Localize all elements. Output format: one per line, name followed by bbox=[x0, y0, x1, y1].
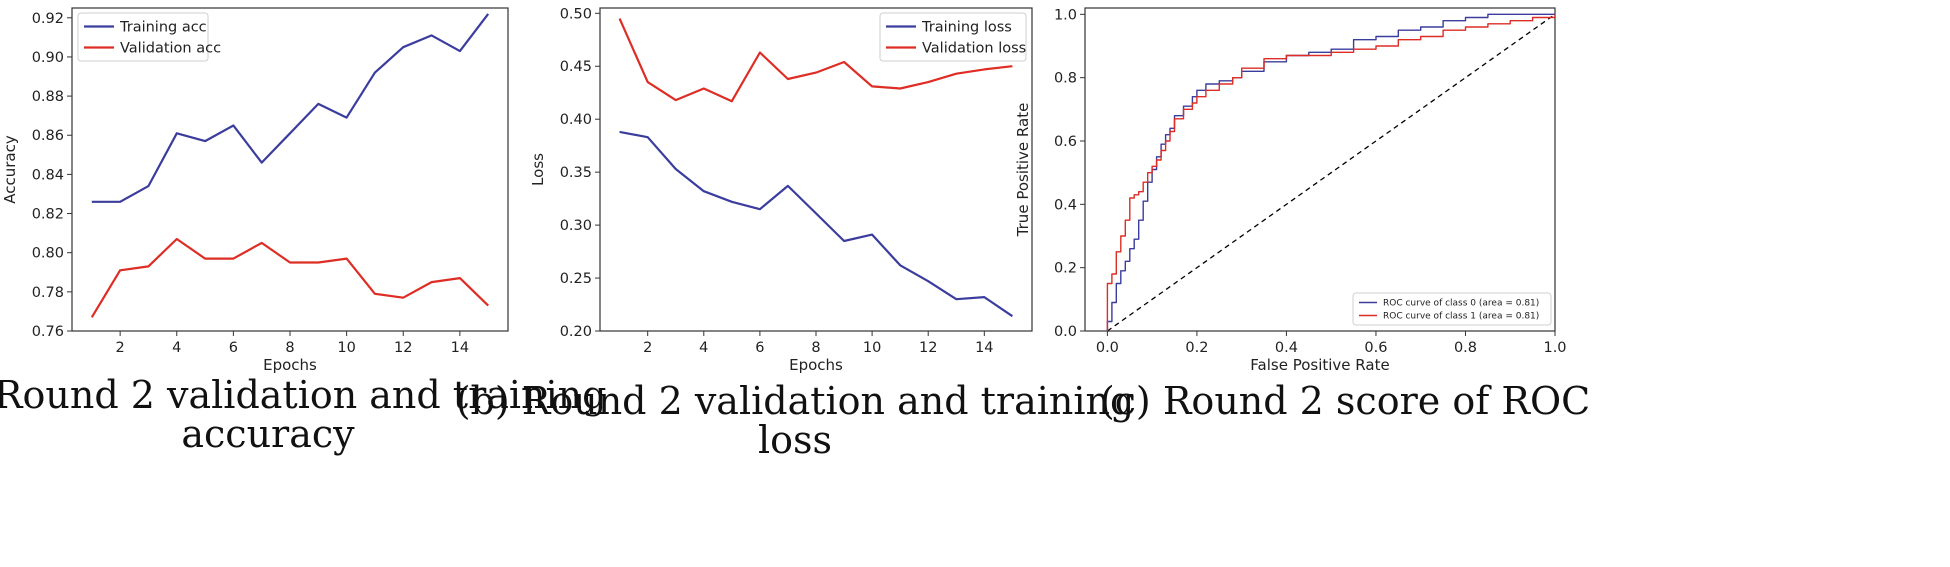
legend: ROC curve of class 0 (area = 0.81) ROC cu… bbox=[1352, 292, 1552, 326]
series-line-1 bbox=[91, 13, 490, 203]
y-tick-label: 0.25 bbox=[560, 271, 592, 287]
x-tick-label: 2 bbox=[116, 340, 125, 356]
figure-caption: (a) Round 2 validation and training bbox=[0, 373, 606, 417]
legend-label: ROC curve of class 0 (area = 0.81) bbox=[1383, 299, 1539, 309]
x-tick-label: 0.4 bbox=[1275, 340, 1298, 356]
y-tick-label: 0.40 bbox=[560, 112, 592, 128]
x-tick-label: 0.8 bbox=[1454, 340, 1477, 356]
x-tick-label: 1.0 bbox=[1543, 340, 1566, 356]
x-tick-label: 6 bbox=[755, 340, 764, 356]
y-tick-label: 0.4 bbox=[1054, 197, 1077, 213]
x-tick-label: 14 bbox=[975, 340, 993, 356]
series-line-2 bbox=[1106, 14, 1556, 331]
y-tick-label: 0.80 bbox=[32, 246, 64, 262]
x-tick-label: 0.0 bbox=[1096, 340, 1119, 356]
x-tick-label: 0.2 bbox=[1185, 340, 1208, 356]
x-tick-label: 8 bbox=[811, 340, 820, 356]
x-tick-label: 6 bbox=[229, 340, 238, 356]
y-tick-label: 0.88 bbox=[32, 89, 64, 105]
x-tick-label: 2 bbox=[643, 340, 652, 356]
x-tick-label: 10 bbox=[863, 340, 881, 356]
x-tick-label: 12 bbox=[394, 340, 412, 356]
y-tick-label: 0.78 bbox=[32, 285, 64, 301]
chart-panel-2: 2 4 6 8 10 12 14 0.20 0.25 0.30 0.35 0.40 0.45 0.50 Ep… bbox=[456, 6, 1135, 462]
legend-label: ROC curve of class 1 (area = 0.81) bbox=[1383, 312, 1539, 322]
x-axis-label: Epochs bbox=[263, 356, 317, 374]
y-tick-label: 0.6 bbox=[1054, 134, 1077, 150]
y-tick-label: 0.2 bbox=[1054, 261, 1077, 277]
chance-diagonal-line bbox=[1107, 13, 1556, 332]
x-axis-label: Epochs bbox=[789, 356, 843, 374]
y-tick-label: 0.30 bbox=[560, 218, 592, 234]
y-axis-label: True Positive Rate bbox=[1014, 103, 1032, 238]
legend: Training acc Validation acc bbox=[77, 12, 221, 62]
figure-caption: (c) Round 2 score of ROC bbox=[1100, 379, 1590, 423]
series-line-2 bbox=[618, 18, 1013, 103]
legend-label: Validation loss bbox=[922, 41, 1026, 57]
y-tick-label: 0.50 bbox=[560, 6, 592, 22]
x-axis-label: False Positive Rate bbox=[1250, 356, 1389, 374]
x-tick-label: 8 bbox=[285, 340, 294, 356]
figure-caption: accuracy bbox=[181, 412, 355, 456]
y-tick-label: 0.35 bbox=[560, 165, 592, 181]
chart-panel-1: 2 4 6 8 10 12 14 0.76 0.78 0.80 0.82 0.84 0.86 0.88 0.… bbox=[0, 7, 606, 456]
legend: Training loss Validation loss bbox=[879, 12, 1027, 62]
y-tick-label: 0.90 bbox=[32, 50, 64, 66]
legend-label: Training loss bbox=[921, 20, 1012, 36]
y-tick-label: 0.45 bbox=[560, 59, 592, 75]
y-axis-label: Accuracy bbox=[1, 135, 19, 204]
legend-box bbox=[1352, 292, 1552, 326]
y-tick-label: 0.20 bbox=[560, 324, 592, 340]
legend-box bbox=[77, 12, 209, 62]
x-tick-label: 4 bbox=[172, 340, 181, 356]
y-axis-label: Loss bbox=[529, 153, 547, 186]
y-tick-label: 0.76 bbox=[32, 324, 64, 340]
x-tick-label: 12 bbox=[919, 340, 937, 356]
chart-panel-3: 0.0 0.2 0.4 0.6 0.8 1.0 0.0 0.2 0.4 0.6 0.8 1.0 Fals… bbox=[1014, 7, 1590, 423]
figure-caption: (b) Round 2 validation and training bbox=[456, 379, 1135, 423]
y-tick-label: 1.0 bbox=[1054, 7, 1077, 23]
series-line-2 bbox=[90, 237, 489, 318]
legend-box bbox=[879, 12, 1027, 62]
axes-frame bbox=[1084, 7, 1556, 332]
figure-caption: loss bbox=[758, 418, 832, 462]
legend-label: Training acc bbox=[119, 20, 207, 36]
x-tick-label: 0.6 bbox=[1364, 340, 1387, 356]
x-tick-label: 4 bbox=[699, 340, 708, 356]
series-line-1 bbox=[619, 130, 1014, 318]
series-line-1 bbox=[1106, 13, 1555, 331]
y-tick-label: 0.0 bbox=[1054, 324, 1077, 340]
x-tick-label: 10 bbox=[337, 340, 355, 356]
y-tick-label: 0.86 bbox=[32, 128, 64, 144]
y-tick-label: 0.8 bbox=[1054, 71, 1077, 87]
legend-label: Validation acc bbox=[120, 41, 221, 57]
y-tick-label: 0.84 bbox=[32, 167, 64, 183]
y-tick-label: 0.92 bbox=[32, 11, 64, 27]
y-tick-label: 0.82 bbox=[32, 207, 64, 223]
x-tick-label: 14 bbox=[451, 340, 469, 356]
